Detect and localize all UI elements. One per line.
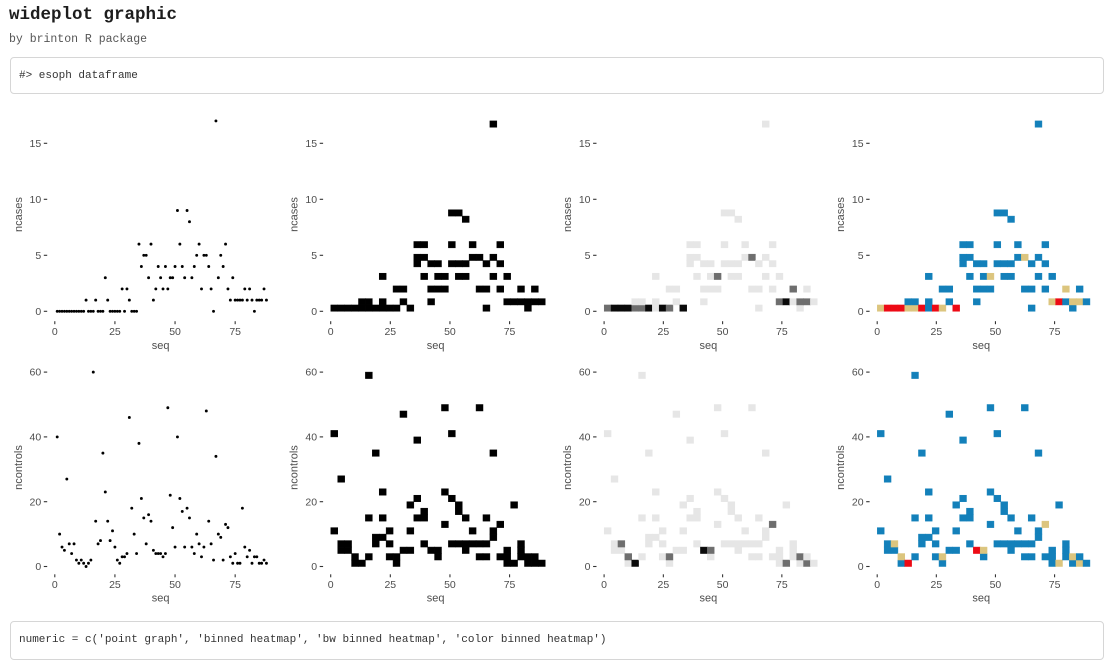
svg-text:0: 0 [311,561,317,573]
svg-text:seq: seq [972,593,990,605]
svg-text:0: 0 [328,326,334,338]
svg-text:ncontrols: ncontrols [289,445,301,490]
svg-text:15: 15 [852,138,864,150]
svg-text:0: 0 [35,561,41,573]
svg-text:0: 0 [328,579,334,591]
svg-text:75: 75 [229,326,241,338]
svg-text:10: 10 [305,194,317,206]
svg-text:seq: seq [972,340,990,352]
svg-text:50: 50 [444,326,456,338]
svg-text:ncases: ncases [13,197,25,232]
svg-text:0: 0 [874,326,880,338]
svg-text:ncontrols: ncontrols [562,445,574,490]
svg-text:60: 60 [305,367,317,379]
svg-text:0: 0 [35,306,41,318]
svg-text:20: 20 [30,496,42,508]
svg-text:50: 50 [444,579,456,591]
svg-text:seq: seq [427,340,445,352]
svg-text:25: 25 [384,326,396,338]
svg-text:ncontrols: ncontrols [835,445,847,490]
svg-text:75: 75 [229,579,241,591]
svg-text:75: 75 [776,579,788,591]
svg-text:0: 0 [52,326,58,338]
svg-text:ncases: ncases [562,197,574,232]
svg-text:0: 0 [601,326,607,338]
svg-text:50: 50 [717,579,729,591]
svg-text:0: 0 [311,306,317,318]
svg-text:seq: seq [152,593,170,605]
svg-text:60: 60 [30,367,42,379]
svg-text:50: 50 [717,326,729,338]
svg-text:50: 50 [169,579,181,591]
svg-text:seq: seq [152,340,170,352]
svg-text:seq: seq [700,593,718,605]
svg-text:5: 5 [311,250,317,262]
svg-text:0: 0 [858,306,864,318]
svg-text:25: 25 [384,579,396,591]
svg-text:0: 0 [874,579,880,591]
svg-text:40: 40 [30,432,42,444]
svg-text:75: 75 [1049,579,1061,591]
svg-text:25: 25 [109,326,121,338]
svg-text:10: 10 [30,194,42,206]
svg-text:10: 10 [579,194,591,206]
svg-text:ncontrols: ncontrols [13,445,25,490]
svg-text:50: 50 [990,579,1002,591]
svg-text:60: 60 [852,367,864,379]
svg-text:seq: seq [700,340,718,352]
svg-text:75: 75 [776,326,788,338]
svg-text:10: 10 [852,194,864,206]
svg-text:75: 75 [1049,326,1061,338]
svg-text:50: 50 [169,326,181,338]
svg-text:25: 25 [930,579,942,591]
svg-text:0: 0 [858,561,864,573]
svg-text:50: 50 [990,326,1002,338]
svg-text:15: 15 [579,138,591,150]
svg-text:0: 0 [52,579,58,591]
svg-text:25: 25 [658,579,670,591]
svg-text:25: 25 [658,326,670,338]
svg-text:15: 15 [305,138,317,150]
svg-text:20: 20 [305,496,317,508]
svg-text:60: 60 [579,367,591,379]
svg-text:5: 5 [585,250,591,262]
svg-text:25: 25 [109,579,121,591]
svg-text:20: 20 [852,496,864,508]
svg-text:0: 0 [601,579,607,591]
svg-text:75: 75 [504,579,516,591]
svg-text:0: 0 [585,306,591,318]
svg-text:40: 40 [852,432,864,444]
svg-text:ncases: ncases [835,197,847,232]
svg-text:75: 75 [504,326,516,338]
svg-text:40: 40 [305,432,317,444]
svg-text:0: 0 [585,561,591,573]
svg-text:5: 5 [35,250,41,262]
svg-text:25: 25 [930,326,942,338]
svg-text:5: 5 [858,250,864,262]
svg-text:ncases: ncases [289,197,301,232]
svg-text:20: 20 [579,496,591,508]
svg-text:40: 40 [579,432,591,444]
svg-text:seq: seq [427,593,445,605]
svg-text:15: 15 [30,138,42,150]
